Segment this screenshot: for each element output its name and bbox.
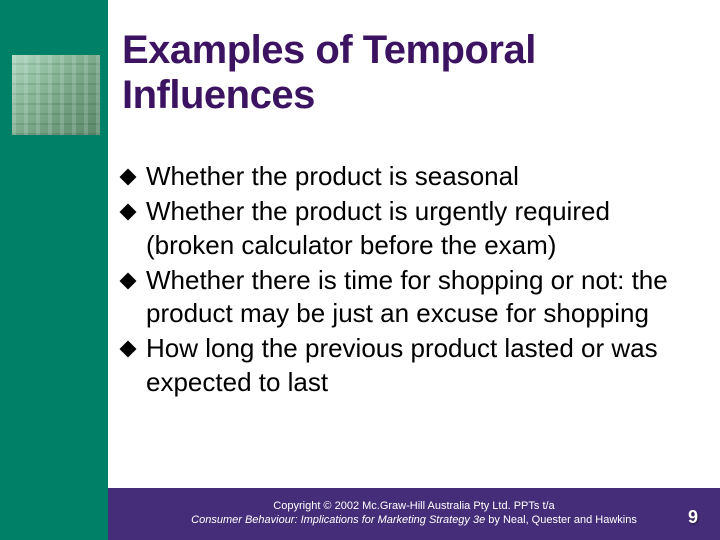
bullet-item: Whether the product is urgently required… (122, 195, 692, 262)
footer-bar: Copyright © 2002 Mc.Graw-Hill Australia … (108, 488, 720, 540)
bullet-text: Whether there is time for shopping or no… (146, 264, 692, 331)
diamond-bullet-icon (120, 204, 137, 221)
footer-text: Copyright © 2002 Mc.Graw-Hill Australia … (191, 500, 637, 528)
slide-number: 9 (688, 507, 698, 528)
slide-title: Examples of Temporal Influences (122, 28, 692, 118)
bullet-item: How long the previous product lasted or … (122, 332, 692, 399)
bullet-item: Whether the product is seasonal (122, 160, 692, 193)
footer-line2-italic: Consumer Behaviour: Implications for Mar… (191, 514, 485, 526)
diamond-bullet-icon (120, 341, 137, 358)
diamond-bullet-icon (120, 169, 137, 186)
body-area: Whether the product is seasonal Whether … (122, 160, 692, 401)
footer-line1: Copyright © 2002 Mc.Graw-Hill Australia … (273, 500, 554, 512)
diamond-bullet-icon (120, 272, 137, 289)
bullet-text: Whether the product is urgently required… (146, 195, 692, 262)
bullet-item: Whether there is time for shopping or no… (122, 264, 692, 331)
decorative-image (12, 55, 100, 135)
footer-line2-rest: by Neal, Quester and Hawkins (485, 514, 637, 526)
bullet-text: Whether the product is seasonal (146, 160, 692, 193)
bullet-text: How long the previous product lasted or … (146, 332, 692, 399)
slide: Examples of Temporal Influences Whether … (0, 0, 720, 540)
title-area: Examples of Temporal Influences (122, 28, 692, 118)
